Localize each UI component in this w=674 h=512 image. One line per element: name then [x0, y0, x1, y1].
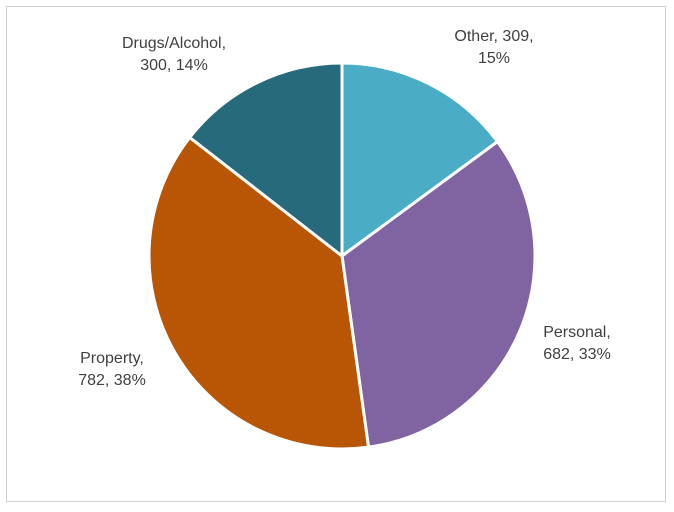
data-label-line: Personal,: [543, 324, 611, 341]
pie-slice-personal: [340, 140, 537, 449]
data-label-line: Property,: [80, 350, 144, 367]
data-label-drugs-alcohol: Drugs/Alcohol, 300, 14%: [122, 35, 226, 74]
pie-slice-drugs-alcohol: [188, 61, 344, 258]
data-label-line: Drugs/Alcohol,: [122, 35, 226, 52]
pie-slice-property: [147, 135, 371, 451]
data-label-line: 15%: [478, 50, 510, 67]
data-label-line: 300, 14%: [140, 57, 208, 74]
data-label-property: Property, 782, 38%: [78, 350, 146, 389]
data-label-other: Other, 309, 15%: [454, 28, 533, 67]
data-label-personal: Personal, 682, 33%: [543, 324, 611, 363]
pie-slices: [147, 61, 537, 451]
data-label-line: 782, 38%: [78, 372, 146, 389]
data-label-line: Other, 309,: [454, 28, 533, 45]
data-labels: Other, 309, 15% Personal, 682, 33% Property,…: [78, 28, 611, 389]
data-label-line: 682, 33%: [543, 346, 611, 363]
pie-slice-other: [340, 61, 499, 258]
